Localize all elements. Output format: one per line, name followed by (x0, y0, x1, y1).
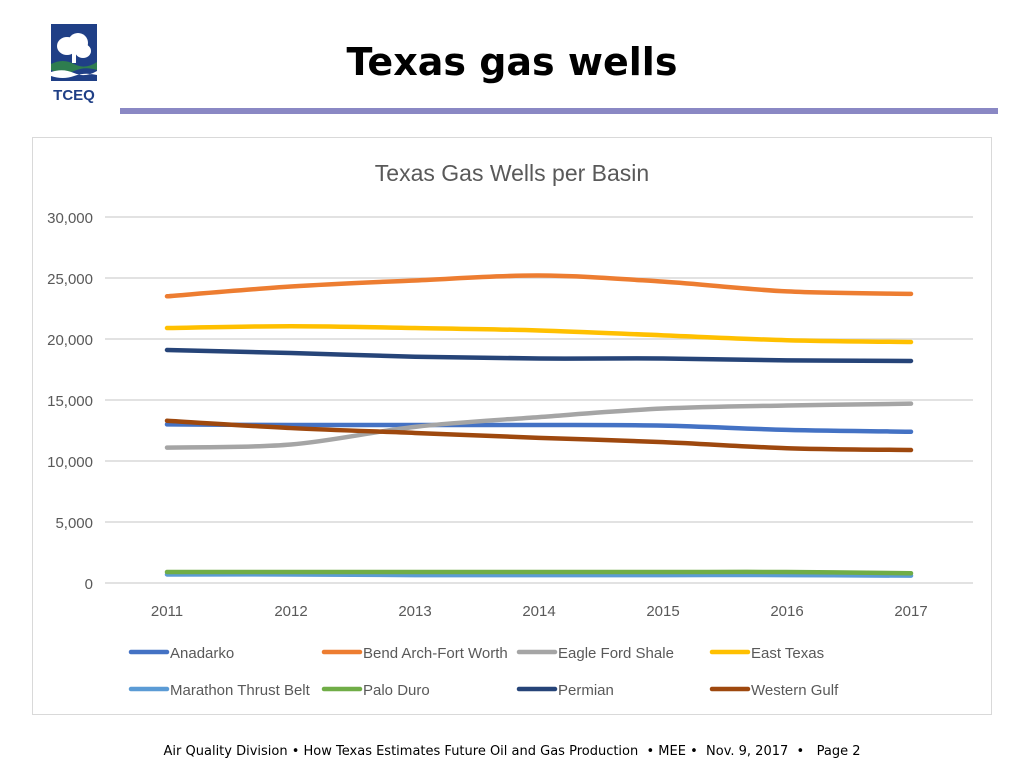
x-tick-label: 2013 (398, 603, 431, 620)
tceq-logo: TCEQ (51, 24, 97, 104)
x-tick-label: 2015 (646, 603, 679, 620)
legend-label: Bend Arch-Fort Worth (363, 645, 508, 662)
footer-text: Air Quality Division • How Texas Estimat… (163, 744, 861, 759)
series-line-marathon-thrust-belt (164, 572, 914, 578)
legend-label: Eagle Ford Shale (558, 645, 674, 662)
title-divider (120, 108, 998, 114)
legend-item: Eagle Ford Shale (516, 645, 674, 662)
x-tick-label: 2011 (151, 603, 183, 620)
legend-item: Anadarko (128, 645, 234, 662)
slide-title: Texas gas wells (346, 40, 678, 84)
series-line-eagle-ford-shale (164, 401, 914, 450)
x-tick-label: 2016 (770, 603, 803, 620)
series-line-permian (164, 347, 914, 364)
series-line-palo-duro (164, 569, 914, 576)
legend-label: East Texas (751, 645, 824, 662)
legend-label: Marathon Thrust Belt (170, 682, 311, 699)
x-tick-label: 2014 (522, 603, 555, 620)
legend-label: Permian (558, 682, 614, 699)
legend-item: Palo Duro (321, 682, 430, 699)
legend-item: Marathon Thrust Belt (128, 682, 311, 699)
y-tick-label: 20,000 (47, 332, 93, 349)
y-axis-ticks: 0 5,000 10,000 15,000 20,000 25,000 30,000 (47, 210, 93, 593)
series-line-bend-arch-fort-worth (164, 273, 914, 299)
legend-item: Bend Arch-Fort Worth (321, 645, 508, 662)
series-line-east-texas (164, 323, 914, 345)
x-axis-ticks: 2011 2012 2013 2014 2015 2016 2017 (151, 603, 928, 620)
logo-text: TCEQ (53, 87, 95, 104)
chart-title: Texas Gas Wells per Basin (375, 160, 649, 186)
series-line-western-gulf (164, 418, 914, 453)
legend: Anadarko Bend Arch-Fort Worth Eagle Ford S… (128, 645, 839, 699)
y-tick-label: 30,000 (47, 210, 93, 227)
legend-item: Western Gulf (709, 682, 839, 699)
chart-frame: Texas Gas Wells per Basin 0 5,000 10,000 15… (32, 137, 992, 715)
legend-item: East Texas (709, 645, 824, 662)
line-chart: Texas Gas Wells per Basin 0 5,000 10,000 15… (47, 160, 973, 699)
legend-label: Western Gulf (751, 682, 839, 699)
legend-label: Anadarko (170, 645, 234, 662)
legend-label: Palo Duro (363, 682, 430, 699)
y-tick-label: 15,000 (47, 393, 93, 410)
y-tick-label: 25,000 (47, 271, 93, 288)
y-tick-label: 10,000 (47, 454, 93, 471)
x-tick-label: 2017 (894, 603, 927, 620)
y-tick-label: 5,000 (55, 515, 93, 532)
x-tick-label: 2012 (274, 603, 307, 620)
y-tick-label: 0 (85, 576, 93, 593)
legend-item: Permian (516, 682, 614, 699)
series-line-anadarko (164, 422, 914, 434)
gridlines (105, 216, 973, 584)
series-lines (164, 273, 914, 578)
